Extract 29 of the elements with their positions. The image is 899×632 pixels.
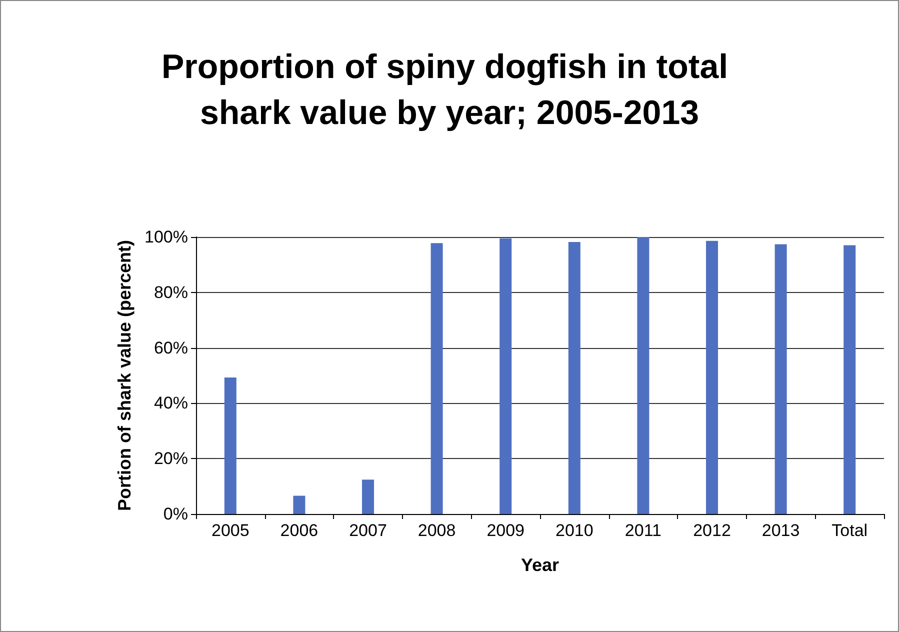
x-tick-label: 2009 [486,521,525,540]
x-tick-label: 2008 [418,521,456,540]
y-axis-title: Portion of shark value (percent) [114,240,135,512]
bar [224,377,236,514]
y-tick-label: 100% [144,228,188,246]
x-tick-label: 2006 [280,521,318,540]
bar [568,242,580,514]
bar [293,496,306,514]
x-tick-label: 2012 [693,521,731,540]
x-tick-label: 2011 [624,521,662,540]
x-axis-title: Year [520,555,560,575]
y-tick-label: 20% [154,449,188,468]
bar [706,240,718,514]
y-tick-label: 60% [154,338,188,358]
x-tick-label: 2005 [211,521,250,540]
x-tick-label: Total [832,521,868,540]
y-tick-label: 0% [163,504,188,524]
bar [774,244,787,514]
bar [500,238,512,514]
bar [637,237,650,514]
bar [362,480,374,514]
chart-title: Proportion of spiny dogfish in total shark value by year; 2005-2013 [161,48,738,132]
y-tick-label: 80% [154,282,188,302]
x-tick-label: 2010 [555,521,594,540]
y-tick-label: 40% [154,394,188,413]
bar [430,243,443,514]
x-tick-label: 2013 [762,521,800,540]
bar [844,245,856,514]
x-tick-label: 2007 [349,521,387,540]
